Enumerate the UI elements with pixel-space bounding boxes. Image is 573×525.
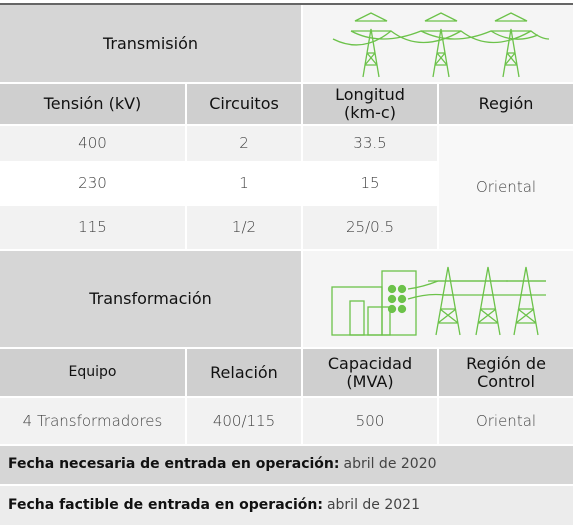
note-value: abril de 2021 — [326, 496, 420, 513]
table-cell: Oriental — [439, 398, 573, 444]
table-cell: 15 — [303, 163, 437, 204]
table-cell: 4 Transformadores — [0, 398, 185, 444]
column-header: Región — [439, 84, 573, 124]
top-rule — [0, 3, 573, 5]
column-header: Longitud (km-c) — [303, 84, 437, 124]
table-cell: 230 — [0, 163, 185, 204]
table-cell: 25/0.5 — [303, 206, 437, 249]
column-header: Relación — [187, 349, 301, 396]
table-cell: 1 — [187, 163, 301, 204]
table-cell: 400 — [0, 126, 185, 161]
table-cell: 400/115 — [187, 398, 301, 444]
note-row: Fecha factible de entrada en operación: a… — [0, 486, 573, 525]
column-header: Equipo — [0, 349, 185, 396]
note-label: Fecha necesaria de entrada en operación: — [8, 456, 340, 473]
note-row: Fecha necesaria de entrada en operación:… — [0, 446, 573, 484]
column-header: Tensión (kV) — [0, 84, 185, 124]
table-cell: 2 — [187, 126, 301, 161]
column-header: Capacidad (MVA) — [303, 349, 437, 396]
column-header: Región de Control — [439, 349, 573, 396]
table-cell: 115 — [0, 206, 185, 249]
substation-icon — [303, 251, 573, 347]
tower-icon — [303, 5, 573, 82]
table-cell: 33.5 — [303, 126, 437, 161]
towers-drawing — [332, 11, 550, 77]
section-title: Transmisión — [0, 5, 301, 82]
table-cell: Oriental — [439, 126, 573, 249]
column-header: Circuitos — [187, 84, 301, 124]
table-cell: 500 — [303, 398, 437, 444]
substation-drawing — [331, 266, 546, 336]
note-value: abril de 2020 — [343, 456, 437, 473]
note-label: Fecha factible de entrada en operación: — [8, 496, 323, 513]
table-cell: 1/2 — [187, 206, 301, 249]
section-title: Transformación — [0, 251, 301, 347]
